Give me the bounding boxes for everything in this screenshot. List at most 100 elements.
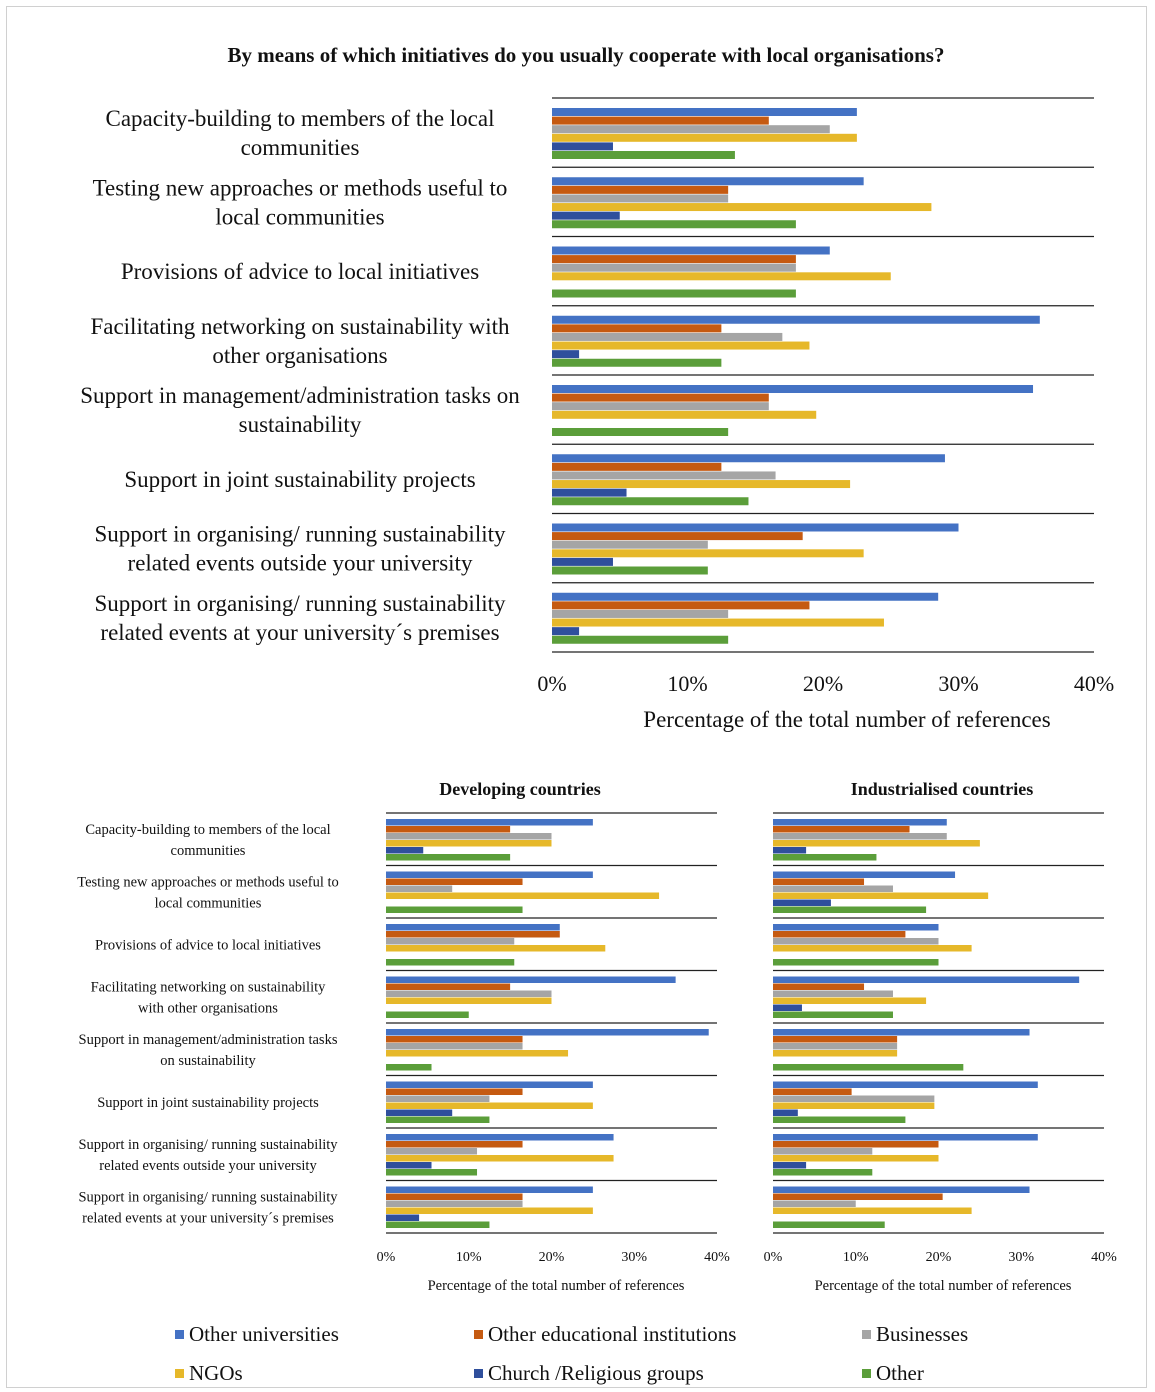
bar-businesses-7 [552,609,729,618]
bar-ngos-1 [773,892,989,899]
bar-other-1 [552,220,796,229]
x-tick-label: 10% [456,1250,482,1265]
bar-ngos-7 [552,618,884,627]
bar-other-educational-institutions-4 [773,1036,898,1043]
category-label: Provisions of advice to local initiative… [95,937,321,953]
x-tick-label: 0% [537,671,566,696]
bar-other-educational-institutions-3 [773,983,865,990]
x-tick-label: 40% [1091,1250,1117,1265]
bar-ngos-7 [773,1207,972,1214]
bar-church-religious-groups-6 [552,557,613,566]
bar-other-4 [386,1064,432,1071]
legend-swatch [862,1330,871,1339]
bar-church-religious-groups-1 [552,211,620,220]
bar-church-religious-groups-6 [386,1162,432,1169]
bar-ngos-2 [773,945,972,952]
category-label: Support in joint sustainability projects [124,467,475,492]
legend-swatch [175,1330,184,1339]
bar-other-0 [773,854,877,861]
bar-businesses-6 [386,1148,478,1155]
bar-businesses-4 [552,402,769,411]
legend-label: Church /Religious groups [488,1361,704,1385]
bar-other-2 [552,289,796,298]
category-label: local communities [215,204,384,229]
chart-panel-2: Industrialised countries 0% 10% 20% 30% 40% Pe… [764,779,1118,1294]
category-label: communities [171,843,246,859]
x-tick-label: 20% [926,1250,952,1265]
bar-other-universities-1 [386,871,593,878]
bar-businesses-0 [552,125,830,134]
bar-other-educational-institutions-5 [386,1088,523,1095]
bar-other-universities-5 [386,1081,593,1088]
bar-ngos-2 [552,272,891,281]
bar-ngos-4 [773,1050,898,1057]
bar-ngos-5 [386,1102,593,1109]
figure-frame [6,6,1147,1388]
bar-other-universities-6 [773,1134,1038,1141]
bar-other-3 [552,358,722,367]
bar-other-5 [773,1116,906,1123]
bar-other-educational-institutions-5 [552,462,722,471]
x-tick-label: 10% [667,671,707,696]
bar-other-educational-institutions-2 [386,931,560,938]
category-label: related events at your university´s prem… [82,1210,334,1226]
bar-businesses-5 [773,1095,935,1102]
chart-title: Industrialised countries [851,779,1034,799]
bar-ngos-7 [386,1207,593,1214]
x-tick-label: 30% [1008,1250,1034,1265]
category-label: Facilitating networking on sustainabilit… [90,314,510,339]
bar-ngos-0 [552,133,857,142]
x-tick-label: 0% [377,1250,396,1265]
legend-swatch [474,1330,483,1339]
bar-ngos-0 [773,840,980,847]
x-tick-label: 20% [539,1250,565,1265]
bar-other-educational-institutions-0 [386,826,511,833]
chart-panel-0: By means of which initiatives do you usu… [80,43,1114,732]
legend-label: Other universities [189,1322,339,1346]
category-label: related events outside your university [99,1158,317,1174]
bar-other-universities-5 [773,1081,1038,1088]
bar-church-religious-groups-7 [386,1214,420,1221]
bar-other-universities-7 [552,592,939,601]
bar-other-educational-institutions-5 [773,1088,852,1095]
bar-other-educational-institutions-1 [552,185,729,194]
bar-other-5 [552,497,749,506]
x-tick-label: 40% [704,1250,730,1265]
category-label: Support in joint sustainability projects [97,1095,319,1111]
bar-other-educational-institutions-3 [386,983,511,990]
bar-other-1 [773,906,927,913]
bar-other-educational-institutions-4 [552,393,769,402]
bar-businesses-1 [773,885,893,892]
legend-swatch [175,1369,184,1378]
bar-other-educational-institutions-2 [552,255,796,264]
category-label: Support in management/administration tas… [80,383,520,408]
bar-church-religious-groups-0 [773,847,807,854]
bar-other-universities-2 [552,246,830,255]
legend-swatch [862,1369,871,1378]
bar-businesses-2 [386,938,515,945]
bar-church-religious-groups-5 [552,488,627,497]
bar-other-6 [386,1169,478,1176]
bar-other-4 [552,428,729,436]
bar-ngos-1 [552,203,932,212]
bar-businesses-6 [773,1148,873,1155]
bar-other-educational-institutions-0 [552,116,769,125]
bar-ngos-4 [386,1050,569,1057]
bar-other-3 [773,1011,893,1018]
bar-other-universities-2 [386,924,560,931]
bar-ngos-3 [386,997,552,1004]
x-tick-label: 20% [803,671,843,696]
x-axis-label: Percentage of the total number of refere… [428,1278,685,1294]
bar-businesses-5 [552,471,776,480]
bar-other-4 [773,1064,964,1071]
bar-businesses-0 [773,833,947,840]
bar-businesses-7 [386,1200,523,1207]
bar-other-universities-6 [386,1134,614,1141]
category-label: Provisions of advice to local initiative… [121,259,479,284]
bar-ngos-4 [552,410,817,419]
bar-ngos-3 [552,341,810,350]
bar-other-3 [386,1011,469,1018]
bar-other-universities-5 [552,454,945,463]
category-label: Support in organising/ running sustainab… [78,1189,338,1205]
